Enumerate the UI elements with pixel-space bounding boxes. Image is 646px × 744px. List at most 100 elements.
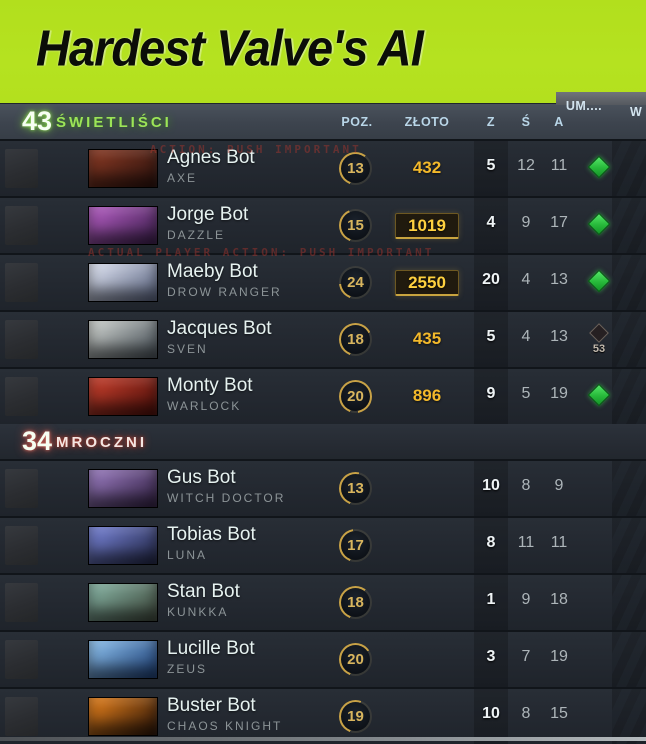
level-badge: 15	[339, 209, 372, 242]
kills-value: 3	[486, 648, 496, 665]
player-name: Jacques Bot	[167, 318, 272, 339]
player-row[interactable]: Agnes Bot AXE 13 432 5 12 11	[0, 139, 646, 196]
level-value: 19	[341, 702, 370, 731]
mute-slot[interactable]	[5, 206, 38, 245]
page-title: Hardest Valve's AI	[36, 19, 424, 77]
hero-portrait[interactable]	[88, 320, 158, 359]
kills-column-band	[474, 518, 508, 573]
level-badge: 20	[339, 380, 372, 413]
hero-name: SVEN	[167, 342, 208, 356]
assists-value: 9	[554, 477, 564, 494]
mute-slot[interactable]	[5, 263, 38, 302]
mute-slot[interactable]	[5, 149, 38, 188]
player-name: Stan Bot	[167, 581, 240, 602]
kills-column-band	[474, 369, 508, 424]
kills-column-band	[474, 198, 508, 253]
hero-name: DAZZLE	[167, 228, 226, 242]
player-row[interactable]: Jacques Bot SVEN 18 435 5 4 13 53	[0, 310, 646, 367]
mute-slot[interactable]	[5, 469, 38, 508]
mute-slot[interactable]	[5, 697, 38, 736]
deaths-value: 7	[521, 648, 531, 665]
kills-column-band	[474, 689, 508, 744]
player-row[interactable]: Jorge Bot DAZZLE 15 1019 4 9 17	[0, 196, 646, 253]
deaths-value: 4	[521, 271, 531, 288]
player-name: Tobias Bot	[167, 524, 256, 545]
ward-column-zone	[612, 198, 646, 253]
hero-portrait[interactable]	[88, 149, 158, 188]
hero-name: CHAOS KNIGHT	[167, 719, 283, 733]
item-status-diamond-icon	[587, 155, 611, 179]
hero-name: WITCH DOCTOR	[167, 491, 286, 505]
hero-name: DROW RANGER	[167, 285, 282, 299]
column-header-deaths: Ś	[521, 115, 531, 129]
ward-column-zone	[612, 255, 646, 310]
player-row[interactable]: Gus Bot WITCH DOCTOR 13 10 8 9	[0, 459, 646, 516]
dire-player-list: Gus Bot WITCH DOCTOR 13 10 8 9 Tobias Bo…	[0, 459, 646, 744]
dire-score: 34	[22, 426, 53, 456]
assists-value: 15	[550, 705, 568, 722]
kills-value: 5	[486, 328, 496, 345]
player-row[interactable]: Lucille Bot ZEUS 20 3 7 19	[0, 630, 646, 687]
kills-column-band	[474, 632, 508, 687]
level-value: 15	[341, 211, 370, 240]
hero-portrait[interactable]	[88, 206, 158, 245]
debug-text-line: action: PUSH IMPORTANT	[150, 143, 362, 156]
respawn-timer: 53	[592, 343, 606, 355]
mute-slot[interactable]	[5, 583, 38, 622]
bottom-divider	[0, 737, 646, 741]
mute-slot[interactable]	[5, 377, 38, 416]
hero-portrait[interactable]	[88, 377, 158, 416]
hero-name: LUNA	[167, 548, 208, 562]
level-badge: 24	[339, 266, 372, 299]
assists-value: 13	[550, 328, 568, 345]
hero-name: ZEUS	[167, 662, 208, 676]
mute-slot[interactable]	[5, 320, 38, 359]
player-name: Lucille Bot	[167, 638, 255, 659]
team-header-radiant: 43 ŚWIETLIŚCI POZ. ZŁOTO Z Ś A UM.... W	[0, 92, 646, 139]
radiant-team-name: ŚWIETLIŚCI	[56, 114, 172, 131]
level-badge: 13	[339, 472, 372, 505]
hero-portrait[interactable]	[88, 697, 158, 736]
column-header-assists: A	[554, 115, 564, 129]
kills-value: 1	[486, 591, 496, 608]
kills-column-band	[474, 255, 508, 310]
assists-value: 18	[550, 591, 568, 608]
level-value: 17	[341, 531, 370, 560]
player-row[interactable]: Tobias Bot LUNA 17 8 11 11	[0, 516, 646, 573]
column-header-gold: ZŁOTO	[404, 115, 450, 129]
ward-column-zone	[612, 689, 646, 744]
player-row[interactable]: Buster Bot CHAOS KNIGHT 19 10 8 15	[0, 687, 646, 744]
ward-column-zone	[612, 369, 646, 424]
hero-portrait[interactable]	[88, 526, 158, 565]
player-row[interactable]: Stan Bot KUNKKA 18 1 9 18	[0, 573, 646, 630]
mute-slot[interactable]	[5, 640, 38, 679]
player-identity: Stan Bot KUNKKA	[167, 582, 240, 618]
mute-slot[interactable]	[5, 526, 38, 565]
ward-column-zone	[612, 518, 646, 573]
player-identity: Jacques Bot SVEN	[167, 319, 272, 355]
assists-value: 17	[550, 214, 568, 231]
assists-value: 19	[550, 385, 568, 402]
ward-column-zone	[612, 632, 646, 687]
player-row[interactable]: Maeby Bot DROW RANGER 24 2550 20 4 13	[0, 253, 646, 310]
hero-portrait[interactable]	[88, 469, 158, 508]
player-row[interactable]: Monty Bot WARLOCK 20 896 9 5 19	[0, 367, 646, 424]
hero-portrait[interactable]	[88, 263, 158, 302]
player-name: Agnes Bot	[167, 147, 255, 168]
level-value: 20	[341, 382, 370, 411]
kills-value: 10	[482, 705, 500, 722]
player-name: Gus Bot	[167, 467, 236, 488]
hero-portrait[interactable]	[88, 640, 158, 679]
hero-portrait[interactable]	[88, 583, 158, 622]
hero-name: WARLOCK	[167, 399, 242, 413]
column-header-items: UM....	[565, 99, 603, 113]
ward-column-zone	[612, 141, 646, 196]
level-value: 24	[341, 268, 370, 297]
team-header-dire: 34 MROCZNI	[0, 424, 646, 459]
player-identity: Gus Bot WITCH DOCTOR	[167, 468, 285, 504]
level-badge: 18	[339, 586, 372, 619]
kills-column-band	[474, 141, 508, 196]
ward-column-zone	[612, 312, 646, 367]
column-header-wards: W	[630, 105, 643, 119]
level-badge: 13	[339, 152, 372, 185]
